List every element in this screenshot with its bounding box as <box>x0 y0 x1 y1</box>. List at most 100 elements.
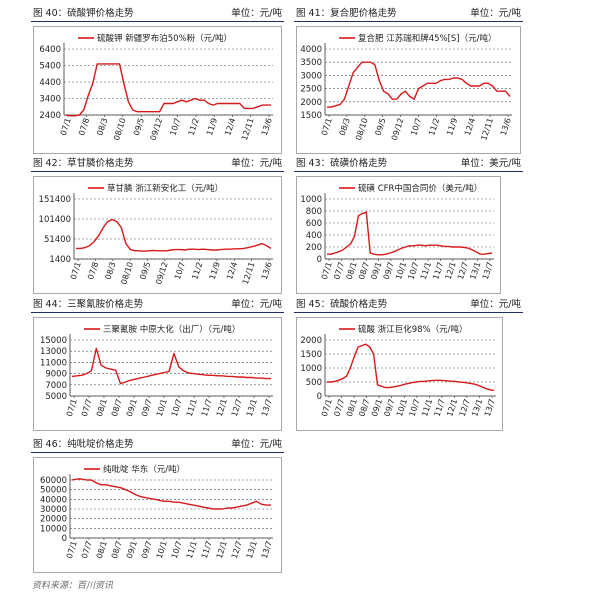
y-tick-label: 13000 <box>40 347 67 357</box>
legend-label: 复合肥 江苏瑞和牌45%[S]（元/吨） <box>358 33 497 44</box>
chart-frame: 60000 50000 40000 30000 20000 10000 0 07/1 07/7 0… <box>33 457 282 573</box>
y-tick-label: 200 <box>306 243 322 253</box>
unit-label: 单位：美元/吨 <box>460 158 521 169</box>
x-tick-label: 12/11 <box>241 261 257 286</box>
y-tick-label: 10000 <box>40 524 67 534</box>
chart-frame: 2000 1500 1000 500 0 07/1 07/7 08/1 08/7 09/1 09/7… <box>296 317 503 431</box>
y-tick-label: 0 <box>62 534 67 544</box>
x-tick-label: 07/8 <box>86 261 100 281</box>
x-tick-label: 12/11 <box>479 117 495 142</box>
y-tick-label: 151400 <box>39 195 71 205</box>
x-tick-label: 11/9 <box>445 117 459 137</box>
x-tick-label: 09/5 <box>138 261 152 281</box>
figure-40: 图 40：硫酸钾价格走势 单位：元/吨 6400 5400 4400 3400 2400… <box>31 6 284 156</box>
x-tick-label: 08/10 <box>112 117 128 142</box>
x-tick-label: 10/7 <box>170 540 184 560</box>
y-tick-label: 9000 <box>45 370 67 380</box>
y-tick-label: 5400 <box>39 62 61 72</box>
x-tick-label: 13/6 <box>260 261 274 281</box>
y-tick-label: 6400 <box>39 45 61 55</box>
y-tick-label: 1500 <box>300 350 322 360</box>
x-tick-label: 11/7 <box>200 398 214 418</box>
title-rule <box>31 170 284 172</box>
y-tick-label: 101400 <box>39 215 71 225</box>
y-tick-label: 4000 <box>300 45 322 55</box>
y-tick-label: 1000 <box>300 195 322 205</box>
y-tick-label: 2400 <box>39 111 61 121</box>
figure-45: 图 45：硫酸价格走势 单位：元/吨 2000 1500 1000 500 0 07/1 0… <box>294 297 523 433</box>
x-tick-label: 08/7 <box>110 398 124 418</box>
y-tick-label: 400 <box>306 231 322 241</box>
chart-frame: 151400 101400 51400 1400 07/1 07/8 08/3 08/10 09… <box>33 176 282 294</box>
x-tick-label: 13/1 <box>245 398 259 418</box>
figure-42: 图 42：草甘膦价格走势 单位：元/吨 151400 101400 51400 140… <box>31 156 284 294</box>
x-tick-label: 11/9 <box>205 117 219 137</box>
x-tick-label: 11/2 <box>187 117 201 137</box>
series-line <box>71 478 271 510</box>
unit-label: 单位：元/吨 <box>231 8 282 19</box>
x-tick-label: 11/9 <box>208 261 222 281</box>
x-tick-label: 09/5 <box>373 117 387 137</box>
y-tick-label: 500 <box>306 378 322 388</box>
y-tick-label: 5000 <box>45 392 67 402</box>
x-tick-label: 12/11 <box>240 117 256 142</box>
legend-label: 草甘膦 浙江新安化工（元/吨） <box>107 183 223 194</box>
x-tick-label: 13/7 <box>260 540 274 560</box>
y-tick-label: 3400 <box>39 95 61 105</box>
legend-label: 三聚氰胺 中原大化（出厂）（元/吨） <box>103 324 240 335</box>
line-chart: 1000800600400200007/107/708/108/709/109/… <box>300 183 495 281</box>
y-tick-label: 40000 <box>40 495 67 505</box>
figure-46: 图 46：纯吡啶价格走势 单位：元/吨 60000 50000 40000 30000… <box>31 437 284 575</box>
x-tick-label: 08/3 <box>104 261 118 281</box>
figure-title: 图 40：硫酸钾价格走势 <box>33 8 134 19</box>
x-tick-label: 11/2 <box>427 117 441 137</box>
x-tick-label: 09/1 <box>125 398 139 418</box>
x-tick-label: 13/1 <box>245 540 259 560</box>
x-tick-label: 09/1 <box>125 540 139 560</box>
chart-frame: 4000 3500 3000 2500 2000 1500 07/1 08/3 08/10 09/… <box>296 26 521 154</box>
title-rule <box>31 311 284 313</box>
chart-frame: 6400 5400 4400 3400 2400 07/1 07/8 08/3 08/10 09/… <box>33 26 282 154</box>
y-tick-label: 11000 <box>40 358 67 368</box>
x-tick-label: 12/4 <box>225 261 239 281</box>
x-tick-label: 11/1 <box>185 540 199 560</box>
legend-label: 硫磺 CFR中国合同价（美元/吨） <box>358 183 482 194</box>
x-tick-label: 12/7 <box>230 398 244 418</box>
series-line <box>76 218 272 252</box>
y-tick-label: 1000 <box>300 364 322 374</box>
y-tick-label: 600 <box>306 219 322 229</box>
legend-label: 硫酸钾 新疆罗布泊50%粉（元/吨） <box>97 33 232 44</box>
y-tick-label: 30000 <box>40 505 67 515</box>
series-line <box>71 347 271 385</box>
unit-label: 单位：元/吨 <box>470 299 521 310</box>
y-tick-label: 3500 <box>300 58 322 68</box>
legend-label: 纯吡啶 华东（元/吨） <box>103 464 185 475</box>
source-note: 资料来源：百川资讯 <box>32 581 114 591</box>
chart-frame: 15000 13000 11000 9000 7000 5000 07/1 07/7 08/1 0… <box>33 317 282 431</box>
y-tick-label: 7000 <box>45 381 67 391</box>
x-tick-label: 08/7 <box>110 540 124 560</box>
unit-label: 单位：元/吨 <box>231 299 282 310</box>
y-tick-label: 50000 <box>40 486 67 496</box>
x-tick-label: 07/8 <box>77 117 91 137</box>
y-tick-label: 60000 <box>40 476 67 486</box>
x-tick-label: 12/7 <box>230 540 244 560</box>
x-tick-label: 08/10 <box>354 117 370 142</box>
x-tick-label: 09/12 <box>154 261 170 286</box>
x-tick-label: 11/7 <box>200 540 214 560</box>
y-tick-label: 15000 <box>40 336 67 346</box>
x-tick-label: 07/7 <box>80 398 94 418</box>
y-tick-label: 2000 <box>300 98 322 108</box>
series-line <box>327 211 493 256</box>
figure-41: 图 41：复合肥价格走势 单位：元/吨 4000 3500 3000 2500 2000… <box>294 6 523 156</box>
legend-label: 硫酸 浙江巨化98%（元/吨） <box>358 324 467 335</box>
x-tick-label: 10/7 <box>409 117 423 137</box>
x-tick-label: 11/2 <box>190 261 204 281</box>
y-tick-label: 2500 <box>300 85 322 95</box>
x-tick-label: 13/7 <box>483 398 497 418</box>
figure-43: 图 43：硫磺价格走势 单位：美元/吨 1000 800 600 400 200 0 07/… <box>294 156 523 294</box>
x-tick-label: 12/4 <box>463 117 477 137</box>
x-tick-label: 10/1 <box>155 540 169 560</box>
